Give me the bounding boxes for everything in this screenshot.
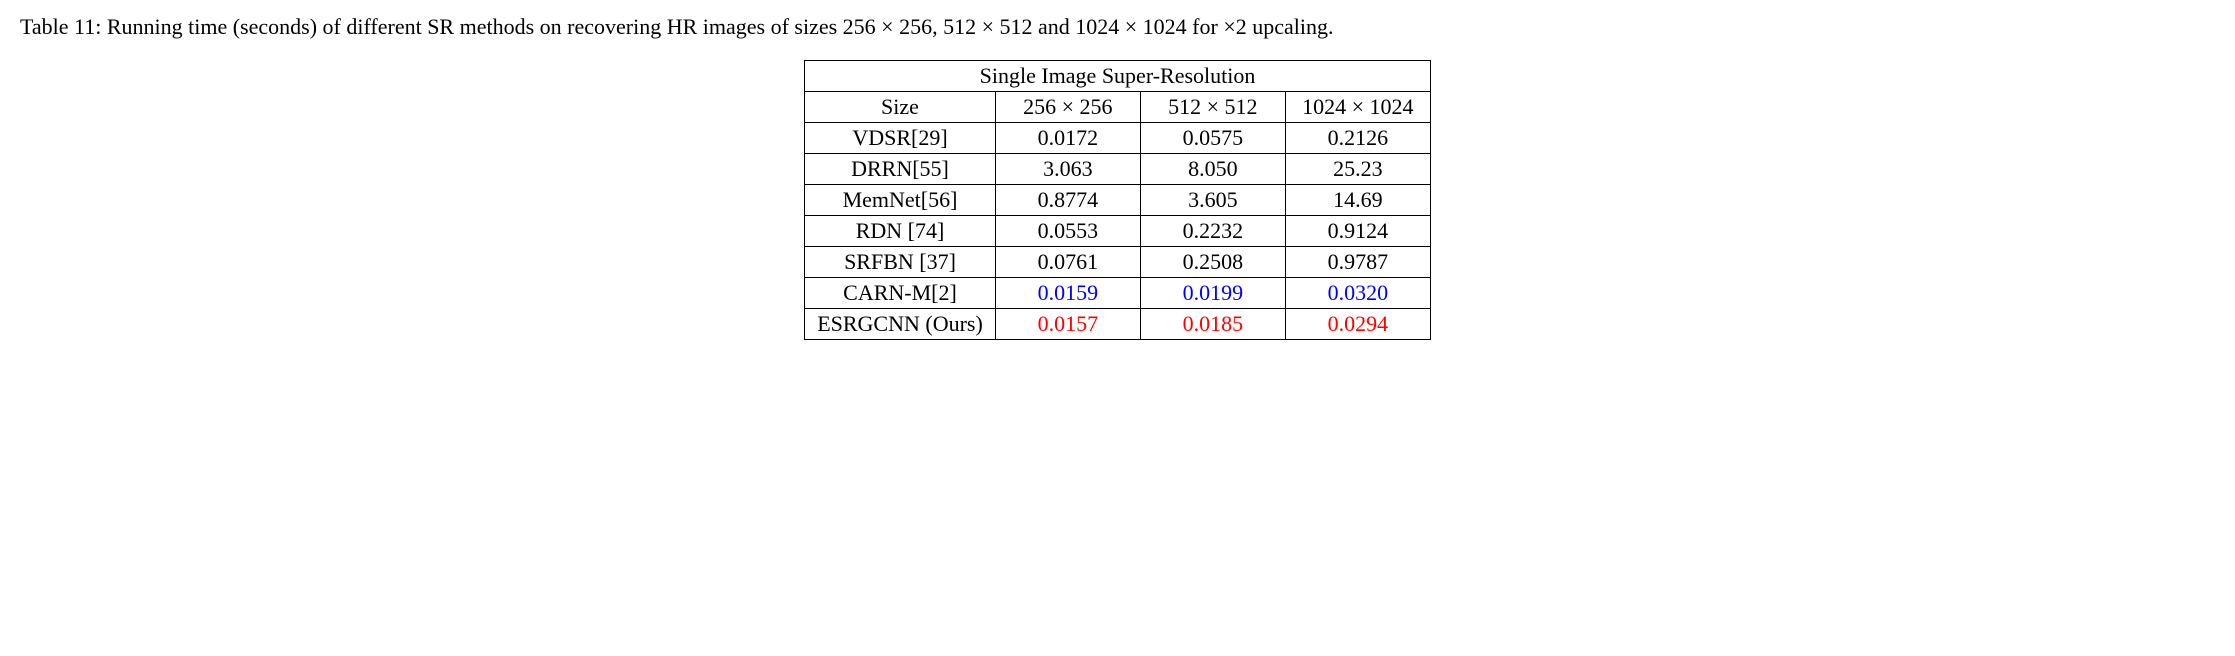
- table-container: Single Image Super-Resolution Size 256 ×…: [20, 60, 2215, 340]
- value-cell: 0.0294: [1285, 308, 1430, 339]
- value-cell: 0.0159: [995, 277, 1140, 308]
- value-cell: 0.0553: [995, 215, 1140, 246]
- value-cell: 0.0761: [995, 246, 1140, 277]
- value-cell: 14.69: [1285, 184, 1430, 215]
- table-row: VDSR[29]0.01720.05750.2126: [805, 122, 1431, 153]
- table-header-row: Single Image Super-Resolution: [805, 60, 1431, 91]
- value-cell: 0.8774: [995, 184, 1140, 215]
- method-cell: DRRN[55]: [805, 153, 996, 184]
- method-cell: SRFBN [37]: [805, 246, 996, 277]
- table-row: RDN [74]0.05530.22320.9124: [805, 215, 1431, 246]
- size-cell-1: 512 × 512: [1140, 91, 1285, 122]
- method-cell: MemNet[56]: [805, 184, 996, 215]
- method-cell: ESRGCNN (Ours): [805, 308, 996, 339]
- value-cell: 3.605: [1140, 184, 1285, 215]
- value-cell: 0.9124: [1285, 215, 1430, 246]
- value-cell: 0.2232: [1140, 215, 1285, 246]
- table-row: DRRN[55]3.0638.05025.23: [805, 153, 1431, 184]
- size-cell-2: 1024 × 1024: [1285, 91, 1430, 122]
- size-label-cell: Size: [805, 91, 996, 122]
- size-cell-0: 256 × 256: [995, 91, 1140, 122]
- runtime-table: Single Image Super-Resolution Size 256 ×…: [804, 60, 1431, 340]
- method-cell: CARN-M[2]: [805, 277, 996, 308]
- table-caption: Table 11: Running time (seconds) of diff…: [20, 12, 2215, 42]
- table-size-row: Size 256 × 256 512 × 512 1024 × 1024: [805, 91, 1431, 122]
- table-row: SRFBN [37]0.07610.25080.9787: [805, 246, 1431, 277]
- method-cell: RDN [74]: [805, 215, 996, 246]
- method-cell: VDSR[29]: [805, 122, 996, 153]
- value-cell: 25.23: [1285, 153, 1430, 184]
- value-cell: 0.0575: [1140, 122, 1285, 153]
- value-cell: 0.0185: [1140, 308, 1285, 339]
- value-cell: 0.9787: [1285, 246, 1430, 277]
- table-row: ESRGCNN (Ours)0.01570.01850.0294: [805, 308, 1431, 339]
- table-row: CARN-M[2]0.01590.01990.0320: [805, 277, 1431, 308]
- value-cell: 0.2508: [1140, 246, 1285, 277]
- table-spanning-header: Single Image Super-Resolution: [805, 60, 1431, 91]
- value-cell: 0.0320: [1285, 277, 1430, 308]
- value-cell: 0.2126: [1285, 122, 1430, 153]
- value-cell: 0.0172: [995, 122, 1140, 153]
- value-cell: 0.0157: [995, 308, 1140, 339]
- value-cell: 3.063: [995, 153, 1140, 184]
- table-row: MemNet[56]0.87743.60514.69: [805, 184, 1431, 215]
- value-cell: 8.050: [1140, 153, 1285, 184]
- value-cell: 0.0199: [1140, 277, 1285, 308]
